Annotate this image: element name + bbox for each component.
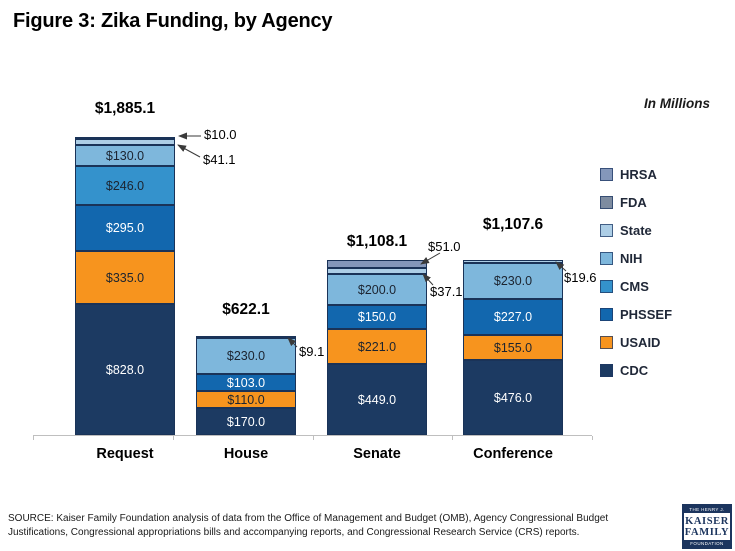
legend-item-phssef: PHSSEF bbox=[600, 306, 672, 322]
axis-tick bbox=[33, 436, 34, 440]
bar-segment-senate-usaid: $221.0 bbox=[327, 329, 427, 364]
legend-swatch-hrsa bbox=[600, 167, 613, 181]
category-label-request: Request bbox=[96, 446, 154, 462]
legend-label-fda: FDA bbox=[620, 194, 647, 210]
legend-swatch-nih bbox=[600, 251, 613, 265]
bar-total-house: $622.1 bbox=[222, 301, 270, 318]
bar-segment-senate-phssef: $150.0 bbox=[327, 305, 427, 329]
legend-swatch-fda bbox=[600, 195, 613, 209]
kff-logo-bottom-text: FOUNDATION bbox=[684, 540, 730, 547]
bar-segment-house-usaid: $110.0 bbox=[196, 391, 296, 408]
legend-swatch-cms bbox=[600, 279, 613, 293]
kff-logo-kaiser: KAISER bbox=[685, 515, 729, 527]
bar-segment-request-cdc: $828.0 bbox=[75, 304, 175, 435]
legend-item-cdc: CDC bbox=[600, 362, 648, 378]
bar-segment-senate-state bbox=[327, 268, 427, 274]
legend-item-nih: NIH bbox=[600, 250, 642, 266]
axis-tick bbox=[452, 436, 454, 440]
legend-label-hrsa: HRSA bbox=[620, 166, 657, 182]
legend-swatch-phssef bbox=[600, 307, 613, 321]
legend-label-usaid: USAID bbox=[620, 334, 661, 350]
callout-label-senate-hrsa: $51.0 bbox=[428, 239, 461, 254]
bar-segment-conference-cdc: $476.0 bbox=[463, 360, 563, 435]
legend-item-state: State bbox=[600, 222, 652, 238]
bar-segment-senate-cdc: $449.0 bbox=[327, 364, 427, 435]
category-label-house: House bbox=[223, 446, 269, 462]
bar-segment-senate-hrsa bbox=[327, 260, 427, 268]
bar-total-conference: $1,107.6 bbox=[482, 216, 544, 233]
legend-label-state: State bbox=[620, 222, 652, 238]
legend-item-usaid: USAID bbox=[600, 334, 660, 350]
bar-segment-house-cdc: $170.0 bbox=[196, 408, 296, 435]
bar-segment-conference-state bbox=[463, 260, 563, 263]
source-note: SOURCE: Kaiser Family Foundation analysi… bbox=[8, 513, 609, 538]
bar-segment-conference-phssef: $227.0 bbox=[463, 299, 563, 335]
kff-logo-top-text: THE HENRY J. bbox=[684, 506, 730, 513]
callout-label-house-state: $9.1 bbox=[299, 344, 325, 359]
bar-segment-request-usaid: $335.0 bbox=[75, 251, 175, 304]
legend-label-phssef: PHSSEF bbox=[620, 306, 673, 322]
category-label-conference: Conference bbox=[473, 446, 553, 462]
callout-arrow-request-state bbox=[177, 144, 201, 158]
bar-segment-request-phssef: $295.0 bbox=[75, 205, 175, 251]
legend-label-cms: CMS bbox=[620, 278, 649, 294]
figure-title: Figure 3: Zika Funding, by Agency bbox=[13, 10, 333, 32]
units-note: In Millions bbox=[644, 96, 710, 111]
legend-swatch-usaid bbox=[600, 335, 613, 349]
legend-item-fda: FDA bbox=[600, 194, 647, 210]
axis-tick bbox=[172, 436, 174, 440]
bar-segment-request-cms: $246.0 bbox=[75, 166, 175, 205]
chart-area: $828.0 $335.0 $295.0 $246.0 $130.0 $1,885.1 Re… bbox=[33, 100, 672, 462]
callout-label-senate-state: $37.1 bbox=[430, 284, 463, 299]
bar-segment-request-fda bbox=[75, 137, 175, 139]
callout-label-conference-state: $19.6 bbox=[564, 270, 597, 285]
legend-label-nih: NIH bbox=[620, 250, 643, 266]
callout-label-request-fda: $10.0 bbox=[204, 127, 237, 142]
bar-segment-house-phssef: $103.0 bbox=[196, 374, 296, 391]
legend-item-cms: CMS bbox=[600, 278, 649, 294]
bar-total-senate: $1,108.1 bbox=[346, 233, 408, 250]
kff-logo-name: KAISER FAMILY bbox=[684, 513, 730, 540]
bar-total-request: $1,885.1 bbox=[94, 100, 156, 117]
bar-segment-conference-usaid: $155.0 bbox=[463, 335, 563, 360]
axis-tick bbox=[592, 436, 593, 440]
kff-logo: THE HENRY J. KAISER FAMILY FOUNDATION bbox=[682, 504, 732, 549]
category-label-senate: Senate bbox=[353, 446, 401, 462]
bar-segment-senate-nih: $200.0 bbox=[327, 274, 427, 305]
legend-item-hrsa: HRSA bbox=[600, 166, 657, 182]
kff-logo-family: FAMILY bbox=[684, 526, 730, 538]
bar-segment-conference-nih: $230.0 bbox=[463, 263, 563, 299]
legend-swatch-state bbox=[600, 223, 613, 237]
bar-segment-request-nih: $130.0 bbox=[75, 145, 175, 166]
legend-swatch-cdc bbox=[600, 363, 613, 377]
callout-label-request-state: $41.1 bbox=[203, 152, 236, 167]
axis-tick bbox=[312, 436, 314, 440]
bar-segment-request-state bbox=[75, 139, 175, 145]
x-axis-line bbox=[33, 435, 592, 436]
bar-segment-house-nih: $230.0 bbox=[196, 338, 296, 374]
legend-label-cdc: CDC bbox=[620, 362, 649, 378]
bar-segment-house-state bbox=[196, 336, 296, 338]
